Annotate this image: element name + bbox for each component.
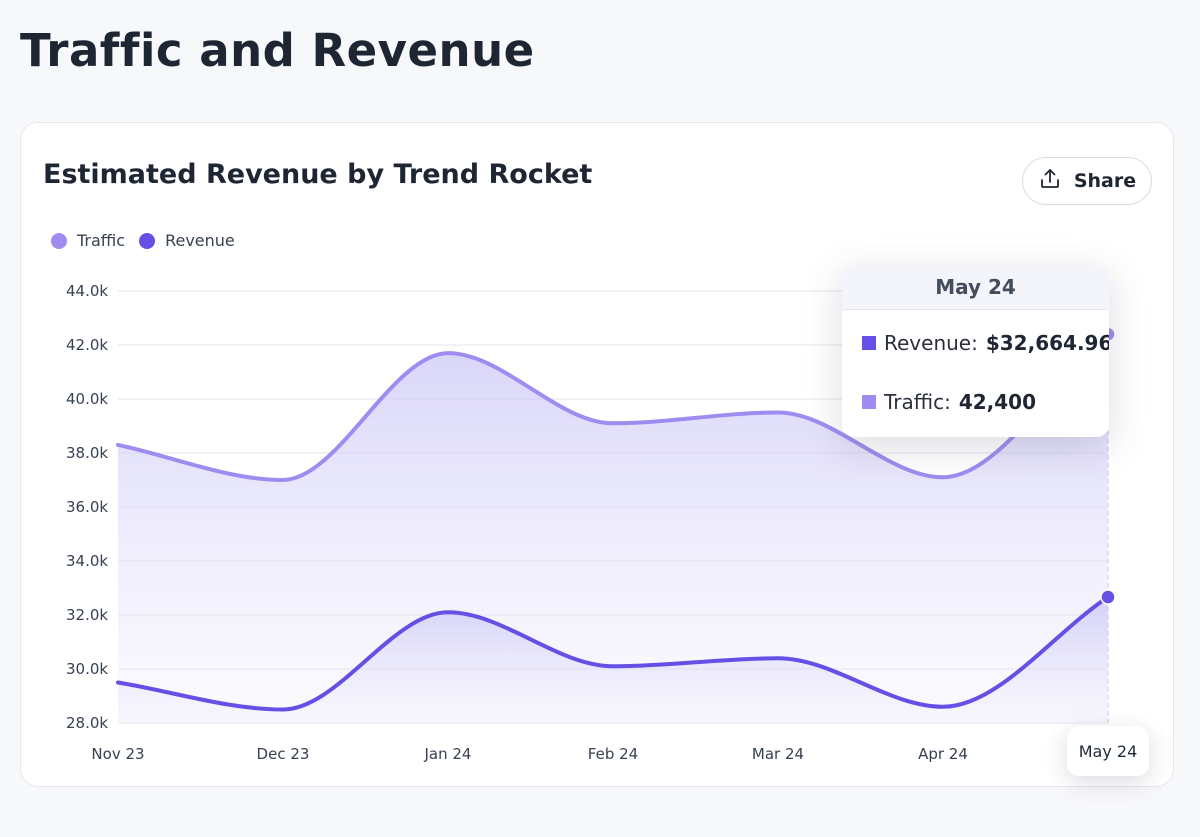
tooltip-swatch-revenue	[862, 336, 876, 350]
revenue-area	[118, 597, 1108, 723]
y-tick-label: 42.0k	[66, 336, 108, 354]
legend-label-revenue: Revenue	[165, 231, 235, 250]
share-button[interactable]: Share	[1022, 157, 1152, 205]
card-title: Estimated Revenue by Trend Rocket	[43, 159, 593, 190]
y-tick-label: 40.0k	[66, 390, 108, 408]
tooltip-row-traffic: Traffic: 42,400	[862, 390, 1036, 414]
y-tick-label: 34.0k	[66, 552, 108, 570]
tooltip-label-traffic: Traffic:	[884, 390, 951, 414]
legend-item-revenue[interactable]: Revenue	[139, 231, 235, 250]
x-tick-label: Dec 23	[257, 745, 310, 763]
revenue-point	[1100, 589, 1116, 605]
traffic-line	[116, 332, 1110, 483]
y-tick-label: 30.0k	[66, 660, 108, 678]
x-axis-highlight-label: May 24	[1067, 726, 1149, 776]
x-tick-label: Jan 24	[424, 745, 472, 763]
tooltip-row-revenue: Revenue: $32,664.96	[862, 331, 1109, 355]
revenue-line	[116, 595, 1110, 712]
tooltip-value-traffic: 42,400	[958, 390, 1037, 414]
legend-item-traffic[interactable]: Traffic	[51, 231, 125, 250]
traffic-area	[118, 334, 1108, 723]
y-tick-label: 36.0k	[66, 498, 108, 516]
y-tick-label: 28.0k	[66, 714, 108, 732]
tooltip-value-revenue: $32,664.96	[985, 331, 1109, 355]
legend-dot-traffic	[51, 232, 67, 249]
share-icon	[1038, 167, 1062, 196]
chart-legend: Traffic Revenue	[51, 231, 235, 250]
page-title: Traffic and Revenue	[20, 24, 535, 77]
x-tick-label: Feb 24	[588, 745, 638, 763]
tooltip-swatch-traffic	[862, 395, 876, 409]
x-tick-label: Nov 23	[91, 745, 144, 763]
legend-label-traffic: Traffic	[77, 231, 126, 250]
legend-dot-revenue	[139, 232, 156, 249]
y-tick-label: 44.0k	[66, 282, 108, 300]
share-label: Share	[1073, 170, 1137, 192]
y-tick-label: 38.0k	[66, 444, 108, 462]
chart-tooltip: May 24 Revenue: $32,664.96 Traffic: 42,4…	[842, 265, 1109, 437]
tooltip-label-revenue: Revenue:	[884, 331, 978, 355]
y-tick-label: 32.0k	[66, 606, 108, 624]
x-tick-label: Apr 24	[918, 745, 968, 763]
tooltip-title: May 24	[842, 265, 1109, 310]
x-tick-label: Mar 24	[752, 745, 804, 763]
